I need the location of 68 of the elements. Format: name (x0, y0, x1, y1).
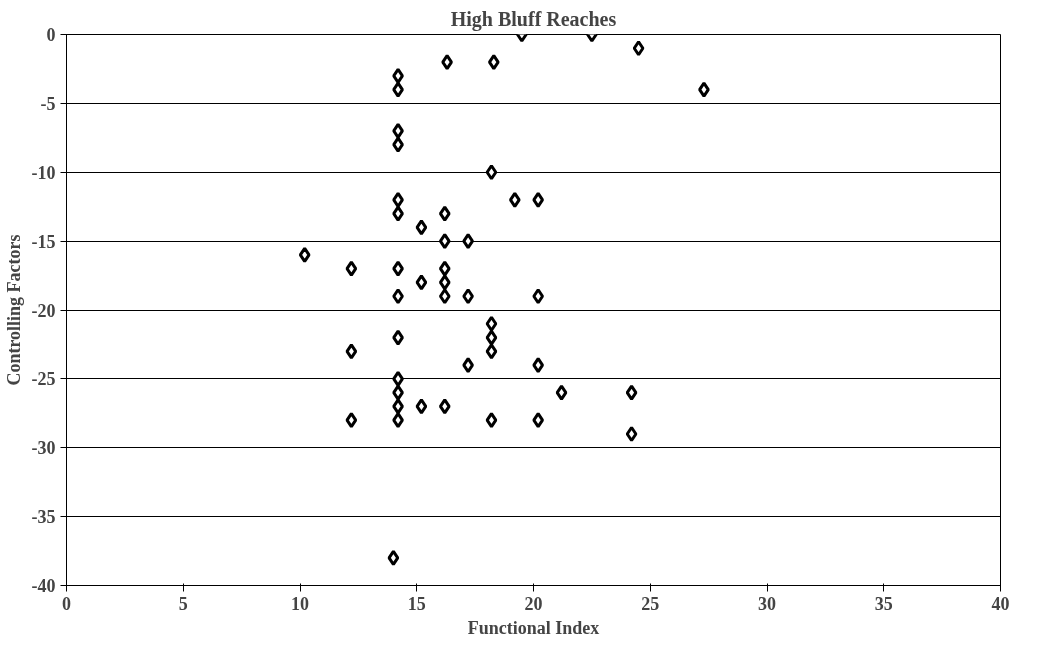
point (438, 205, 451, 222)
point (462, 357, 474, 374)
y-axis-title: Controlling Factors (3, 234, 24, 386)
point (392, 136, 404, 153)
y-tick-label: -10 (31, 162, 56, 183)
point (392, 205, 404, 222)
x-tick-label: 5 (178, 593, 188, 614)
y-tick-label: -40 (31, 576, 56, 596)
point (508, 191, 521, 208)
point (415, 274, 428, 291)
y-tick-label: -15 (31, 231, 56, 252)
x-tick-label: 10 (291, 593, 309, 614)
point (438, 288, 451, 305)
y-tick-label: -35 (31, 507, 56, 528)
point (625, 425, 638, 442)
point (392, 67, 404, 84)
x-tick-label: 35 (874, 593, 893, 614)
point (438, 260, 451, 277)
point (462, 288, 474, 305)
point (415, 219, 428, 236)
point (632, 40, 645, 57)
y-tick-label: 0 (46, 25, 56, 45)
point (392, 384, 404, 401)
y-tick-label: -25 (31, 369, 56, 390)
point (392, 288, 404, 305)
point (392, 412, 404, 429)
point (438, 398, 451, 415)
y-tick-label: -20 (31, 300, 56, 321)
x-tick-label: 25 (641, 593, 660, 614)
x-tick-label: 20 (524, 593, 543, 614)
point (485, 412, 498, 429)
point (345, 412, 358, 429)
point (298, 246, 311, 263)
point (415, 398, 428, 415)
x-tick-label: 0 (62, 593, 71, 614)
point (625, 384, 638, 401)
point (532, 288, 544, 305)
point (555, 384, 568, 401)
point (462, 233, 474, 250)
y-tick-label: -5 (40, 93, 56, 114)
y-tick-label: -30 (31, 438, 56, 459)
point (345, 260, 358, 277)
point (485, 343, 498, 360)
point (532, 191, 544, 208)
point (532, 412, 544, 429)
point (392, 122, 404, 139)
point (392, 329, 404, 346)
point (392, 398, 404, 415)
point (392, 260, 404, 277)
point (438, 274, 451, 291)
point (485, 315, 498, 332)
point (345, 343, 358, 360)
chart-title: High Bluff Reaches (450, 7, 617, 31)
point (487, 54, 500, 71)
x-axis-title: Functional Index (467, 617, 600, 638)
x-tick-label: 40 (991, 593, 1010, 614)
point (438, 233, 451, 250)
x-tick-label: 15 (407, 593, 426, 614)
point (532, 357, 544, 374)
point (387, 549, 400, 566)
point (698, 81, 710, 98)
x-tick-label: 30 (758, 593, 776, 614)
point (392, 191, 404, 208)
point (441, 54, 453, 71)
point (485, 164, 498, 181)
point (392, 81, 404, 98)
point (392, 370, 404, 387)
point (485, 329, 498, 346)
